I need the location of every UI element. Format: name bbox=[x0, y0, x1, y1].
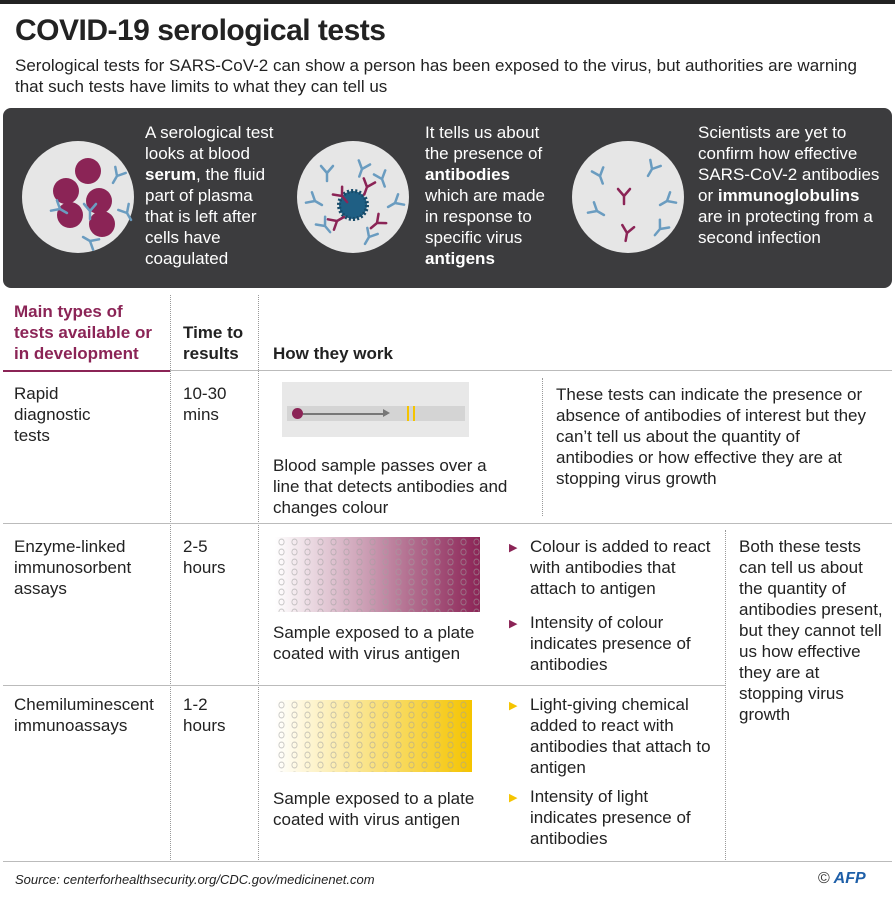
header-test-types: Main types of tests available or in deve… bbox=[14, 302, 152, 363]
text: It tells us about the presence of bbox=[425, 123, 543, 163]
blood-cell-icon bbox=[89, 211, 115, 237]
header-how: How they work bbox=[273, 344, 393, 363]
text-bold: serum bbox=[145, 165, 197, 184]
clia-plate-illustration bbox=[275, 700, 472, 772]
virus-icon bbox=[337, 189, 369, 221]
test-name-elisa: Enzyme-linked immunosorbent assays bbox=[14, 537, 132, 598]
antibody-icon bbox=[357, 159, 372, 178]
afp-logo: © AFP bbox=[818, 870, 866, 888]
row-divider bbox=[3, 523, 892, 524]
text-bold: antibodies bbox=[425, 165, 511, 184]
arrow-icon bbox=[303, 413, 387, 415]
antibody-icon bbox=[331, 185, 349, 204]
antibody-icon bbox=[81, 235, 101, 251]
antibodies-icon bbox=[586, 158, 678, 243]
page-title: COVID-19 serological tests bbox=[15, 14, 386, 47]
clia-step: Intensity of light indicates presence of… bbox=[530, 787, 691, 848]
divider bbox=[542, 378, 543, 516]
header-rule bbox=[3, 370, 170, 372]
text-bold: immunoglobulins bbox=[717, 186, 860, 205]
antibody-icon bbox=[117, 202, 133, 222]
test-name-rapid: Rapid diagnostic tests bbox=[14, 384, 91, 445]
text: Scientists are yet to confirm how effect… bbox=[698, 123, 880, 205]
antibody-icon bbox=[49, 199, 69, 215]
row-divider bbox=[3, 685, 725, 686]
note-rapid: These tests can indicate the presence or… bbox=[556, 385, 866, 488]
time-rapid: 10-30 mins bbox=[183, 384, 227, 424]
antibody-icon bbox=[111, 165, 127, 185]
arrowhead bbox=[383, 409, 390, 417]
antibody-icon bbox=[362, 177, 377, 196]
immunoglobulins-illustration bbox=[572, 141, 684, 253]
time-clia: 1-2 hours bbox=[183, 695, 226, 735]
elisa-plate-illustration bbox=[275, 537, 480, 612]
antibody-icon bbox=[386, 193, 406, 209]
virus-antibodies-icon bbox=[304, 159, 406, 246]
test-name-clia: Chemiluminescent immunoassays bbox=[14, 695, 154, 735]
caption-elisa: Sample exposed to a plate coated with vi… bbox=[273, 623, 475, 663]
antibody-icon bbox=[82, 202, 98, 221]
antibody-icon bbox=[319, 164, 335, 183]
antibody-icon bbox=[646, 158, 662, 178]
antibody-icon bbox=[314, 215, 332, 234]
detection-line bbox=[407, 406, 409, 421]
logo-text: AFP bbox=[833, 870, 866, 887]
elisa-step: Intensity of colour indicates presence o… bbox=[530, 613, 691, 674]
bullet-triangle-icon: ▶ bbox=[509, 618, 518, 630]
blood-cell-icon bbox=[53, 178, 79, 204]
clia-step: Light-giving chemical added to react wit… bbox=[530, 695, 711, 777]
antibody-icon bbox=[363, 226, 379, 246]
panel-text-antibodies: It tells us about the presence of antibo… bbox=[425, 122, 555, 269]
header-time: Time to results bbox=[183, 323, 244, 363]
blood-cells-icon bbox=[49, 158, 133, 251]
intro-panel: A serological test looks at blood serum,… bbox=[3, 108, 892, 288]
panel-text-serum: A serological test looks at blood serum,… bbox=[145, 122, 285, 269]
text: are in protecting from a second infectio… bbox=[698, 207, 873, 247]
antibody-icon bbox=[590, 166, 605, 185]
antibody-icon bbox=[653, 218, 671, 237]
text: which are made in response to specific v… bbox=[425, 186, 546, 247]
copyright-symbol: © bbox=[818, 870, 830, 887]
bullet-triangle-icon: ▶ bbox=[509, 542, 518, 554]
bullet-triangle-icon: ▶ bbox=[509, 700, 518, 712]
caption-clia: Sample exposed to a plate coated with vi… bbox=[273, 789, 475, 829]
blood-drop-icon bbox=[292, 408, 303, 419]
header-rule bbox=[170, 370, 892, 371]
antibody-icon bbox=[616, 187, 632, 206]
antibody-icon bbox=[658, 191, 678, 207]
blood-cell-icon bbox=[57, 202, 83, 228]
footer-rule bbox=[3, 861, 892, 862]
divider bbox=[725, 530, 726, 860]
antibody-icon bbox=[304, 191, 324, 207]
shared-note: Both these tests can tell us about the q… bbox=[739, 537, 883, 724]
text: , the fluid part of plasma that is left … bbox=[145, 165, 266, 268]
antibody-icon bbox=[621, 223, 636, 243]
antibody-icon bbox=[372, 169, 387, 188]
time-elisa: 2-5 hours bbox=[183, 537, 226, 577]
antibody-icon bbox=[369, 212, 388, 230]
bullet-triangle-icon: ▶ bbox=[509, 792, 518, 804]
detection-line bbox=[413, 406, 415, 421]
caption-rapid: Blood sample passes over a line that det… bbox=[273, 456, 508, 517]
source-note: Source: centerforhealthsecurity.org/CDC.… bbox=[15, 872, 375, 887]
divider bbox=[258, 295, 259, 860]
antibodies-illustration bbox=[297, 141, 409, 253]
text: A serological test looks at blood bbox=[145, 123, 274, 163]
top-bar bbox=[0, 0, 895, 4]
text-bold: antigens bbox=[425, 249, 495, 268]
divider bbox=[170, 295, 171, 860]
antibody-icon bbox=[586, 201, 606, 217]
elisa-step: Colour is added to react with antibodies… bbox=[530, 537, 711, 598]
antibody-icon bbox=[326, 215, 346, 231]
blood-cell-icon bbox=[75, 158, 101, 184]
subtitle: Serological tests for SARS-CoV-2 can sho… bbox=[15, 56, 857, 96]
rapid-test-strip-illustration bbox=[282, 382, 469, 437]
panel-text-immunoglobulins: Scientists are yet to confirm how effect… bbox=[698, 122, 883, 248]
serum-illustration bbox=[22, 141, 134, 253]
